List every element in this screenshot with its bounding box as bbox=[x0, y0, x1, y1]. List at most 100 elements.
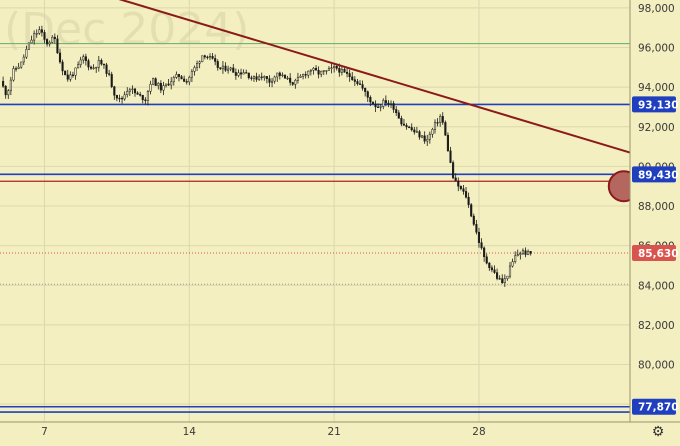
candle-body bbox=[348, 73, 351, 78]
candle-body bbox=[485, 256, 488, 264]
y-tick-label: 94,000 bbox=[638, 82, 675, 94]
candle-body bbox=[211, 56, 214, 59]
candle-body bbox=[296, 77, 299, 81]
candle-body bbox=[128, 89, 131, 92]
candle-body bbox=[190, 71, 193, 78]
candle-body bbox=[281, 74, 284, 77]
candle-body bbox=[330, 67, 333, 69]
candle-body bbox=[33, 33, 36, 41]
candle-body bbox=[496, 272, 499, 279]
candle-body bbox=[157, 83, 160, 86]
candle-body bbox=[395, 109, 398, 113]
candle-body bbox=[426, 138, 429, 142]
candle-body bbox=[100, 60, 103, 65]
candle-body bbox=[503, 278, 506, 283]
candle-body bbox=[9, 79, 12, 91]
candle-body bbox=[521, 250, 524, 254]
candle-body bbox=[511, 261, 514, 267]
candle-body bbox=[48, 42, 51, 45]
current-price-label: 85,630 bbox=[638, 248, 679, 260]
candle-body bbox=[144, 99, 147, 101]
candle-body bbox=[382, 100, 385, 107]
candle-body bbox=[177, 74, 181, 77]
candle-body bbox=[384, 100, 387, 104]
level-badge bbox=[632, 96, 676, 113]
candle-body bbox=[309, 69, 312, 72]
candle-body bbox=[501, 278, 504, 283]
candle-body bbox=[371, 101, 374, 105]
candle-body bbox=[14, 68, 18, 70]
candle-body bbox=[364, 88, 367, 92]
candle-body bbox=[449, 150, 452, 163]
candle-body bbox=[56, 38, 59, 54]
candle-body bbox=[162, 85, 165, 91]
candle-body bbox=[64, 70, 67, 76]
candle-body bbox=[43, 32, 46, 40]
candle-body bbox=[338, 68, 341, 73]
level-badge-label: 93,130 bbox=[638, 99, 679, 111]
candle-body bbox=[4, 85, 7, 96]
candle-body bbox=[377, 106, 380, 109]
candle-body bbox=[325, 70, 328, 72]
candle-body bbox=[201, 55, 204, 63]
candle-body bbox=[446, 134, 449, 152]
candle-body bbox=[273, 76, 276, 82]
candle-body bbox=[131, 88, 134, 91]
candle-body bbox=[239, 72, 243, 75]
candle-body bbox=[307, 70, 310, 76]
candle-body bbox=[361, 84, 364, 89]
candle-body bbox=[346, 71, 349, 74]
candle-body bbox=[421, 135, 424, 138]
candle-body bbox=[227, 68, 230, 71]
candle-body bbox=[278, 72, 281, 76]
candle-body bbox=[108, 73, 111, 75]
candle-body bbox=[27, 42, 31, 50]
candle-body bbox=[529, 251, 532, 254]
candle-body bbox=[431, 129, 434, 135]
candle-body bbox=[276, 72, 279, 78]
gear-icon[interactable]: ⚙ bbox=[651, 424, 665, 440]
candle-body bbox=[232, 67, 235, 73]
price-badges: 93,130 89,430 77,870 85,630 bbox=[632, 96, 679, 415]
candle-body bbox=[433, 122, 437, 130]
candle-body bbox=[121, 97, 124, 100]
candle-body bbox=[423, 135, 426, 142]
candle-body bbox=[268, 78, 271, 83]
candle-body bbox=[58, 52, 62, 63]
candle-body bbox=[389, 103, 393, 105]
candle-body bbox=[490, 267, 493, 271]
candle-body bbox=[237, 72, 240, 76]
candle-body bbox=[141, 95, 144, 101]
candle-body bbox=[198, 61, 201, 64]
y-tick-label: 82,000 bbox=[638, 320, 675, 332]
candle-body bbox=[224, 65, 227, 71]
candle-body bbox=[314, 67, 318, 71]
candle-body bbox=[38, 29, 41, 34]
x-tick-label: 14 bbox=[183, 426, 197, 438]
candle-body bbox=[322, 70, 325, 72]
candle-body bbox=[452, 162, 455, 179]
candle-body bbox=[483, 247, 486, 258]
candle-body bbox=[335, 66, 338, 69]
candle-body bbox=[464, 191, 468, 198]
level-badge bbox=[632, 398, 676, 415]
candle-body bbox=[397, 112, 400, 119]
x-tick-label: 28 bbox=[472, 426, 485, 438]
candle-body bbox=[7, 90, 10, 96]
candle-body bbox=[126, 91, 129, 95]
candle-body bbox=[527, 251, 530, 255]
candle-body bbox=[242, 72, 245, 75]
watermark: (Dec 2024) bbox=[4, 4, 249, 55]
candle-body bbox=[428, 133, 431, 140]
candle-body bbox=[185, 81, 188, 83]
candle-body bbox=[444, 122, 447, 136]
candle-body bbox=[462, 188, 465, 192]
candle-body bbox=[123, 94, 126, 100]
trendline bbox=[118, 0, 631, 154]
candle-body bbox=[77, 64, 80, 69]
candle-body bbox=[71, 74, 74, 76]
candle-body bbox=[133, 88, 137, 94]
candle-body bbox=[221, 65, 224, 70]
